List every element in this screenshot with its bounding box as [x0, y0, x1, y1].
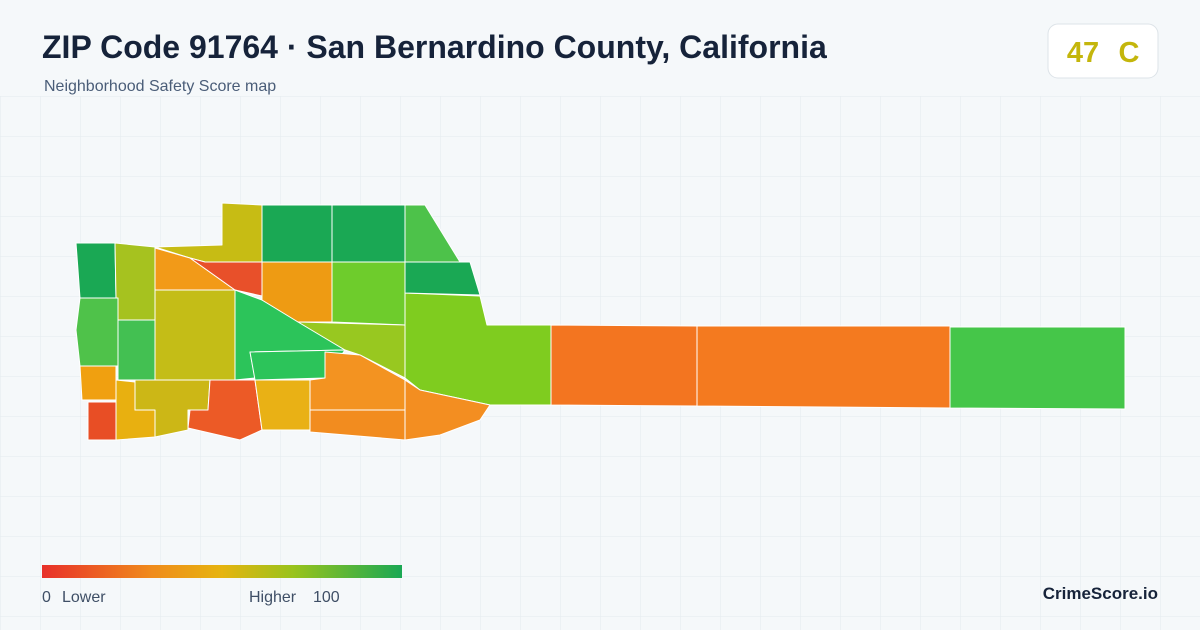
- tract: [114, 242, 156, 321]
- title: ZIP Code 91764 · San Bernardino County, …: [42, 29, 827, 65]
- tract: [87, 401, 117, 441]
- score-value: 47: [1067, 37, 1099, 69]
- legend-min: 0: [42, 589, 51, 606]
- brand: CrimeScore.io: [1043, 584, 1158, 603]
- legend: 0 Lower Higher 100: [42, 565, 402, 606]
- legend-max: 100: [313, 589, 340, 606]
- tract: [404, 292, 552, 406]
- tract: [331, 204, 406, 263]
- tract: [297, 321, 406, 379]
- score-grade: C: [1119, 37, 1140, 69]
- tract: [550, 324, 698, 407]
- tract: [154, 289, 236, 381]
- tract: [331, 261, 406, 326]
- tract: [117, 319, 156, 381]
- tract: [75, 242, 117, 299]
- legend-max-label: Higher: [249, 589, 297, 606]
- score-badge: 47 C: [1047, 23, 1159, 79]
- tract: [79, 365, 117, 401]
- legend-min-label: Lower: [62, 589, 106, 606]
- tract: [404, 261, 481, 296]
- badge-box: [1047, 23, 1159, 79]
- subtitle: Neighborhood Safety Score map: [44, 78, 276, 95]
- tract: [404, 379, 491, 441]
- tract: [261, 204, 333, 263]
- tract: [254, 379, 311, 431]
- tract: [696, 325, 951, 409]
- tract: [75, 297, 119, 367]
- tract: [189, 257, 263, 297]
- legend-gradient: [42, 565, 402, 578]
- zip-map: [75, 202, 1126, 441]
- tract: [949, 326, 1126, 410]
